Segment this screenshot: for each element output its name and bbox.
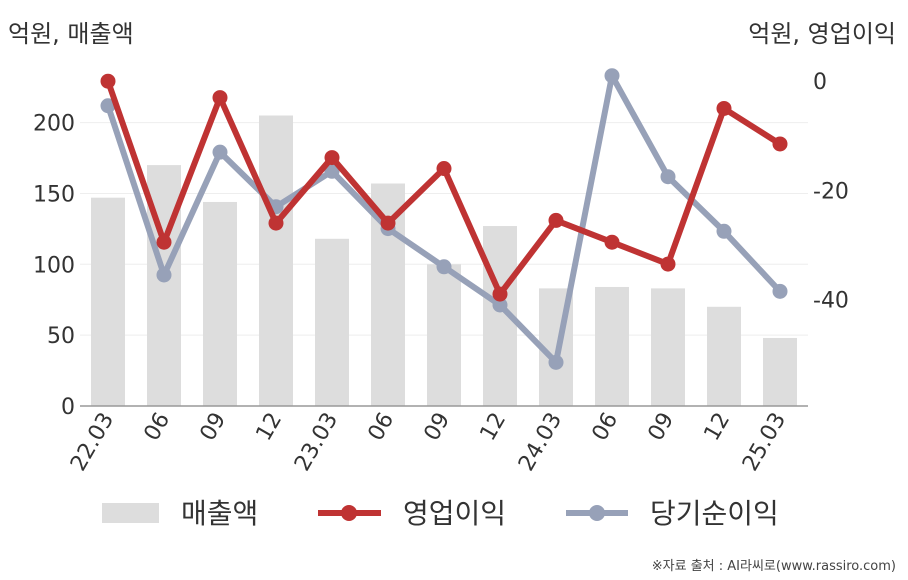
revenue-bar bbox=[427, 264, 461, 406]
x-tick-label: 25.03 bbox=[738, 409, 791, 476]
net-profit-point bbox=[716, 223, 732, 239]
revenue-bar bbox=[203, 201, 237, 406]
x-tick-label: 12 bbox=[700, 409, 736, 446]
legend: 매출액 영업이익 당기순이익 bbox=[102, 497, 779, 530]
revenue-bar bbox=[651, 288, 685, 406]
revenue-bar bbox=[707, 306, 741, 406]
x-tick-label: 06 bbox=[140, 409, 176, 446]
legend-marker-net bbox=[589, 505, 605, 521]
operating-profit-point bbox=[156, 234, 172, 250]
net-profit-point bbox=[212, 144, 228, 160]
operating-profit-point bbox=[380, 215, 396, 231]
x-tick-label: 12 bbox=[476, 409, 512, 446]
revenue-bar bbox=[595, 286, 629, 406]
x-tick-label: 12 bbox=[252, 409, 288, 446]
y-right-tick-label: -20 bbox=[813, 179, 849, 204]
legend-label-revenue: 매출액 bbox=[181, 497, 258, 530]
right-axis-unit: 억원, 영업이익 bbox=[748, 20, 896, 48]
y-right-tick-label: 0 bbox=[813, 70, 827, 95]
x-tick-label: 23.03 bbox=[290, 409, 343, 476]
operating-profit-point bbox=[324, 150, 340, 166]
x-tick-label: 09 bbox=[196, 409, 232, 446]
operating-profit-point bbox=[212, 90, 228, 106]
y-left-tick-label: 150 bbox=[33, 182, 75, 207]
y-left-tick-label: 200 bbox=[33, 112, 75, 137]
x-tick-label: 06 bbox=[588, 409, 624, 446]
x-tick-label: 09 bbox=[644, 409, 680, 446]
axes: 0 50 100 150 200 0 -20 -40 bbox=[33, 70, 849, 420]
y-left-tick-label: 100 bbox=[33, 253, 75, 278]
net-profit-point bbox=[492, 297, 508, 313]
profit-lines bbox=[100, 68, 788, 370]
legend-label-op: 영업이익 bbox=[403, 497, 506, 530]
y-right-tick-label: -40 bbox=[813, 289, 849, 314]
operating-profit-point bbox=[268, 215, 284, 231]
legend-marker-op bbox=[341, 505, 357, 521]
operating-profit-point bbox=[436, 161, 452, 177]
x-tick-label: 06 bbox=[364, 409, 400, 446]
net-profit-point bbox=[772, 283, 788, 299]
x-tick-label: 09 bbox=[420, 409, 456, 446]
operating-profit-point bbox=[772, 136, 788, 152]
revenue-bar bbox=[259, 115, 293, 407]
x-axis-labels: 22.03 06 09 12 23.03 06 09 12 24.03 06 09 12 25.03 bbox=[66, 409, 791, 476]
net-profit-point bbox=[324, 163, 340, 179]
net-profit-point bbox=[436, 259, 452, 275]
net-profit-point bbox=[660, 169, 676, 185]
operating-profit-point bbox=[660, 256, 676, 272]
operating-profit-point bbox=[100, 73, 116, 89]
left-axis-unit: 억원, 매출액 bbox=[8, 20, 134, 48]
y-left-tick-label: 50 bbox=[47, 324, 75, 349]
revenue-bar bbox=[315, 238, 349, 406]
revenue-bar bbox=[91, 197, 125, 406]
net-profit-point bbox=[604, 68, 620, 84]
legend-swatch-revenue bbox=[102, 503, 159, 523]
revenue-bar bbox=[763, 337, 797, 406]
operating-profit-point bbox=[492, 286, 508, 302]
revenue-bars bbox=[91, 115, 797, 407]
legend-label-net: 당기순이익 bbox=[650, 497, 779, 530]
net-profit-point bbox=[156, 267, 172, 283]
y-left-tick-label: 0 bbox=[61, 395, 75, 420]
net-profit-point bbox=[548, 354, 564, 370]
operating-profit-point bbox=[716, 100, 732, 116]
operating-profit-point bbox=[604, 234, 620, 250]
operating-profit-point bbox=[548, 212, 564, 228]
net-profit-point bbox=[100, 98, 116, 114]
source-note: ※자료 출처 : AI라씨로(www.rassiro.com) bbox=[651, 559, 896, 574]
x-tick-label: 24.03 bbox=[514, 409, 567, 476]
